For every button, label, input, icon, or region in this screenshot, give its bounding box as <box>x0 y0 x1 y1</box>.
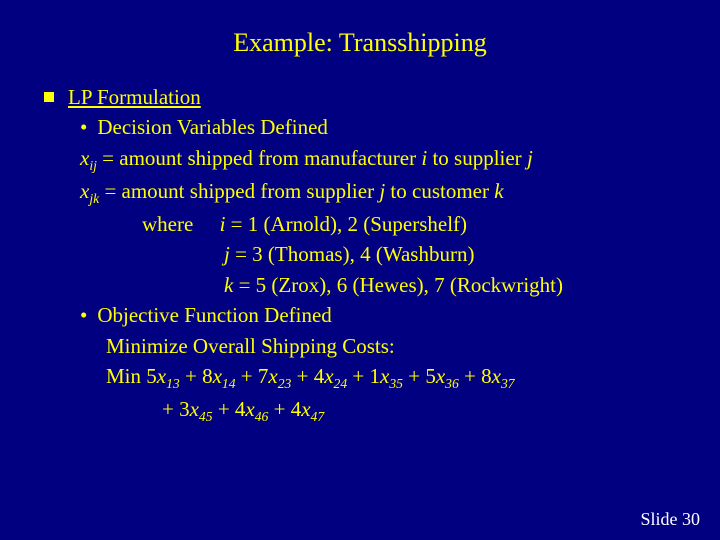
objective-minimize: Minimize Overall Shipping Costs: <box>44 331 690 361</box>
square-bullet-icon <box>44 92 54 102</box>
where-i: where i = 1 (Arnold), 2 (Supershelf) <box>44 209 690 239</box>
var-def-xjk: xjk = amount shipped from supplier j to … <box>44 176 690 209</box>
dot-bullet-icon: • <box>80 112 87 142</box>
objective-text: Objective Function Defined <box>97 300 331 330</box>
objective-expression-1: Min 5x13 + 8x14 + 7x23 + 4x24 + 1x35 + 5… <box>44 361 690 394</box>
objective-expression-2: + 3x45 + 4x46 + 4x47 <box>44 394 690 427</box>
dot-bullet-icon: • <box>80 300 87 330</box>
bullet-lp-formulation: LP Formulation <box>44 82 690 112</box>
bullet-objective: • Objective Function Defined <box>44 300 690 330</box>
decision-vars-text: Decision Variables Defined <box>97 112 328 142</box>
slide-title: Example: Transshipping <box>0 0 720 82</box>
where-k: k = 5 (Zrox), 6 (Hewes), 7 (Rockwright) <box>44 270 690 300</box>
slide-content: LP Formulation • Decision Variables Defi… <box>0 82 720 427</box>
bullet-decision-vars: • Decision Variables Defined <box>44 112 690 142</box>
slide-number: Slide 30 <box>640 509 700 530</box>
where-j: j = 3 (Thomas), 4 (Washburn) <box>44 239 690 269</box>
lp-formulation-text: LP Formulation <box>68 82 201 112</box>
var-def-xij: xij = amount shipped from manufacturer i… <box>44 143 690 176</box>
